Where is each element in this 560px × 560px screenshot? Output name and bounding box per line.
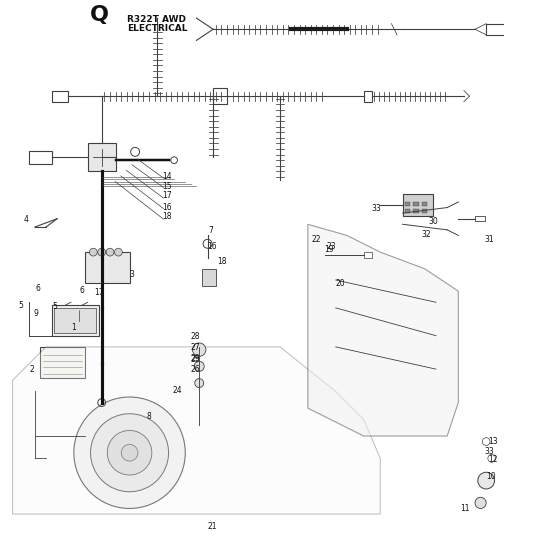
- Text: 9: 9: [34, 309, 39, 318]
- Bar: [29, 151, 52, 164]
- Text: 18: 18: [163, 212, 172, 221]
- Text: 4: 4: [24, 216, 29, 225]
- Text: 11: 11: [460, 504, 470, 513]
- Text: 2: 2: [30, 365, 34, 374]
- Bar: [413, 209, 419, 213]
- Text: 14: 14: [162, 172, 172, 181]
- Text: 27: 27: [190, 343, 200, 352]
- Text: 25: 25: [190, 354, 200, 363]
- Text: ELECTRICAL: ELECTRICAL: [127, 24, 187, 32]
- Text: 24: 24: [172, 386, 182, 395]
- Circle shape: [114, 248, 122, 256]
- Text: 19: 19: [324, 245, 334, 254]
- Text: 17: 17: [162, 192, 172, 200]
- Circle shape: [91, 414, 169, 492]
- Bar: [405, 202, 410, 207]
- Bar: [403, 194, 433, 216]
- Circle shape: [121, 445, 138, 461]
- Text: R322T AWD: R322T AWD: [127, 15, 186, 24]
- Text: 29: 29: [190, 353, 200, 362]
- Text: 5: 5: [52, 302, 57, 311]
- Bar: [363, 252, 372, 258]
- Bar: [422, 209, 427, 213]
- Circle shape: [482, 438, 490, 446]
- Text: 5: 5: [18, 301, 24, 310]
- Text: 30: 30: [428, 217, 438, 226]
- Text: 3: 3: [130, 270, 135, 279]
- Bar: [52, 305, 99, 336]
- Bar: [413, 202, 419, 207]
- Circle shape: [90, 248, 97, 256]
- Text: 22: 22: [311, 235, 321, 244]
- Text: 16: 16: [207, 242, 217, 251]
- Bar: [475, 216, 485, 222]
- Circle shape: [98, 248, 106, 256]
- Text: 31: 31: [484, 235, 494, 244]
- Text: 13: 13: [488, 437, 498, 446]
- Text: 21: 21: [207, 522, 217, 531]
- Text: 18: 18: [217, 256, 226, 265]
- Bar: [85, 252, 129, 283]
- Bar: [52, 91, 68, 102]
- Polygon shape: [12, 347, 380, 514]
- Circle shape: [194, 361, 204, 371]
- Bar: [363, 91, 372, 102]
- Text: 28: 28: [190, 332, 200, 342]
- Circle shape: [478, 472, 494, 489]
- Circle shape: [193, 343, 206, 356]
- Text: 12: 12: [488, 455, 498, 464]
- Text: 32: 32: [421, 230, 431, 239]
- Text: 15: 15: [162, 182, 172, 191]
- Circle shape: [106, 248, 114, 256]
- Bar: [422, 202, 427, 207]
- Text: 7: 7: [208, 226, 213, 235]
- Circle shape: [488, 454, 496, 462]
- Circle shape: [108, 431, 152, 475]
- Text: 17: 17: [94, 288, 104, 297]
- Text: 10: 10: [486, 472, 496, 480]
- Text: 26: 26: [190, 365, 200, 374]
- Circle shape: [475, 497, 486, 508]
- Text: 6: 6: [80, 286, 85, 295]
- Text: 16: 16: [162, 203, 172, 212]
- Text: 20: 20: [335, 279, 345, 288]
- Bar: [54, 308, 96, 333]
- Circle shape: [195, 379, 204, 388]
- Bar: [202, 269, 216, 286]
- Text: 6: 6: [35, 284, 40, 293]
- Bar: [40, 347, 85, 377]
- Circle shape: [74, 397, 185, 508]
- Bar: [88, 143, 115, 171]
- Text: 33: 33: [371, 204, 381, 213]
- Text: 23: 23: [326, 242, 336, 251]
- Text: 1: 1: [72, 323, 76, 332]
- Text: 8: 8: [147, 412, 151, 421]
- Bar: [213, 88, 227, 105]
- Text: Q: Q: [90, 5, 109, 25]
- Polygon shape: [308, 224, 458, 436]
- Bar: [405, 209, 410, 213]
- Text: 33: 33: [484, 447, 494, 456]
